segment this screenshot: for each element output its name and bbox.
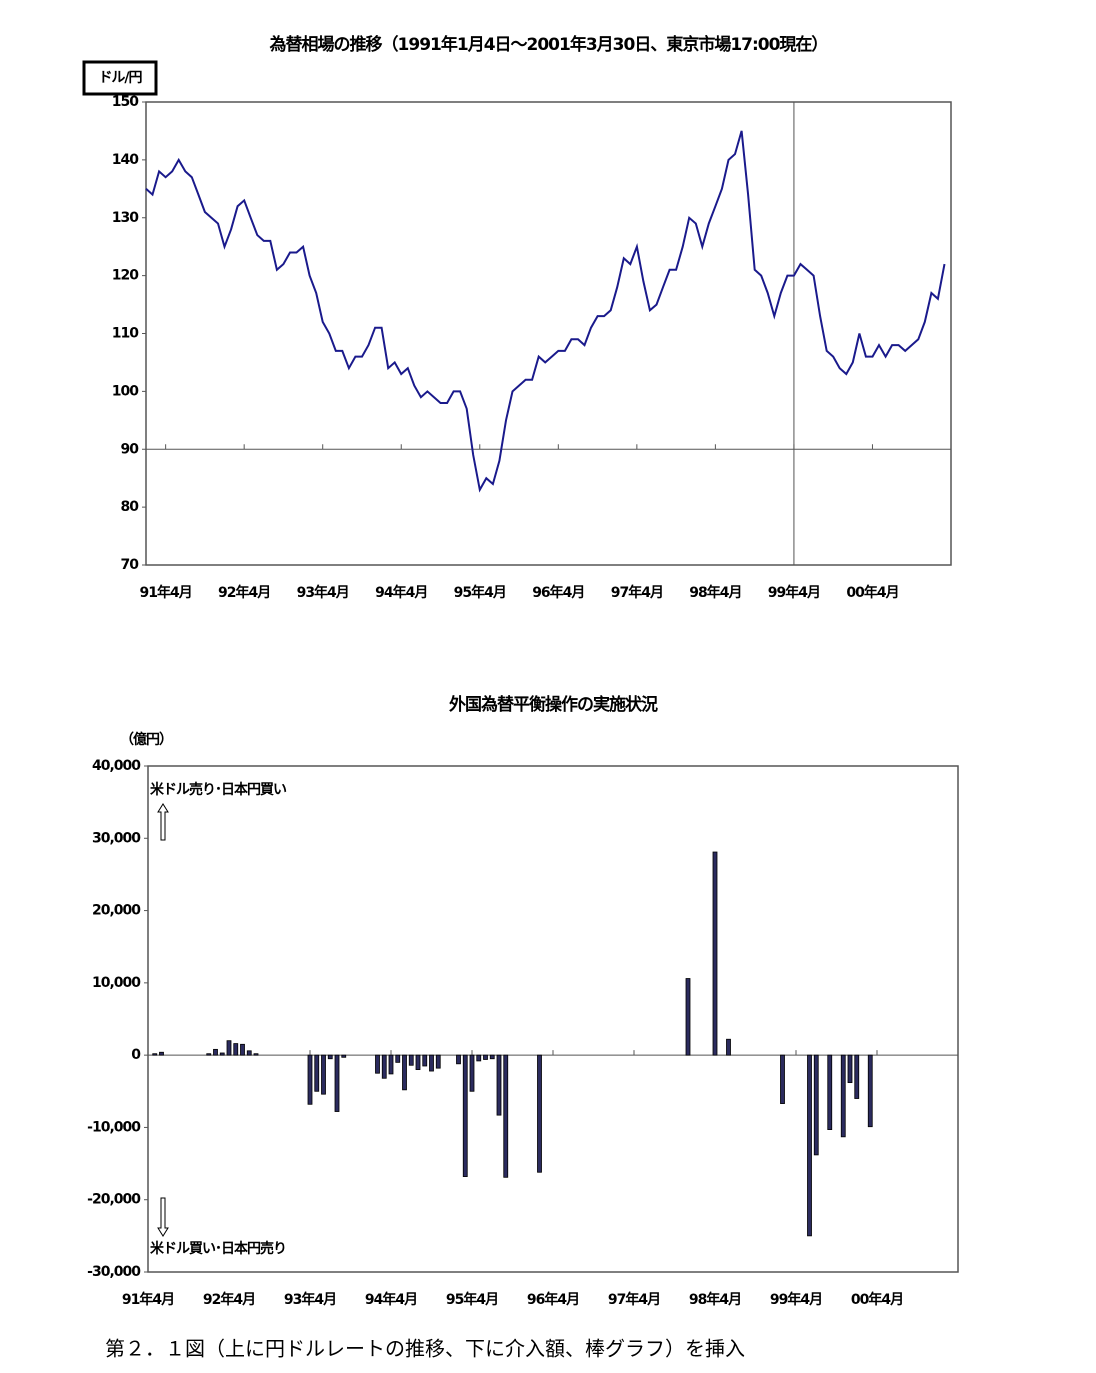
y-tick-label: 120 bbox=[112, 268, 139, 284]
x-tick-label: 98年4月 bbox=[689, 584, 741, 601]
x-tick-label: 94年4月 bbox=[375, 584, 427, 601]
bar bbox=[408, 1054, 414, 1066]
unit-box bbox=[82, 60, 158, 96]
x-tick-label: 95年4月 bbox=[446, 1291, 498, 1308]
y-tick-label: 70 bbox=[121, 557, 140, 573]
bar bbox=[334, 1054, 340, 1112]
bar bbox=[213, 1048, 218, 1056]
annotation: 米ドル売り･日本円買い bbox=[150, 781, 287, 798]
x-tick-label: 92年4月 bbox=[218, 584, 270, 601]
y-tick-label: 100 bbox=[112, 383, 139, 399]
bar bbox=[226, 1040, 232, 1056]
up-arrow bbox=[157, 803, 169, 841]
y-tick-label: 110 bbox=[112, 326, 139, 342]
bar bbox=[381, 1054, 387, 1079]
bar bbox=[537, 1054, 542, 1173]
y-tick-label: -30,000 bbox=[87, 1264, 141, 1280]
x-tick-label: 93年4月 bbox=[284, 1291, 336, 1308]
bar bbox=[415, 1054, 421, 1070]
y-tick-label: 0 bbox=[131, 1047, 141, 1063]
bar bbox=[219, 1052, 225, 1056]
x-tick-label: 97年4月 bbox=[611, 584, 663, 601]
y-tick-label: -10,000 bbox=[87, 1119, 141, 1135]
caption: 第２．１図（上に円ドルレートの推移、下に介入額、棒グラフ）を挿入 bbox=[105, 1337, 745, 1361]
y-tick-label: 10,000 bbox=[92, 975, 141, 991]
bar bbox=[321, 1054, 326, 1095]
plot-area bbox=[147, 765, 959, 1273]
bar bbox=[402, 1054, 407, 1091]
x-tick-label: 91年4月 bbox=[140, 584, 192, 601]
bar bbox=[341, 1054, 347, 1058]
bar bbox=[314, 1054, 320, 1092]
bar bbox=[456, 1054, 461, 1065]
x-tick-label: 97年4月 bbox=[608, 1291, 660, 1308]
x-tick-label: 96年4月 bbox=[532, 584, 584, 601]
bar bbox=[503, 1054, 509, 1178]
line bbox=[145, 130, 946, 493]
x-tick-label: 99年4月 bbox=[770, 1291, 822, 1308]
y-tick-label: 150 bbox=[112, 94, 139, 110]
bar bbox=[854, 1054, 860, 1099]
bar bbox=[469, 1054, 475, 1092]
bar bbox=[462, 1054, 468, 1177]
bar bbox=[375, 1054, 380, 1074]
bar bbox=[422, 1054, 428, 1067]
y-tick-label: -20,000 bbox=[87, 1192, 141, 1208]
bar bbox=[847, 1054, 853, 1084]
bar bbox=[867, 1054, 873, 1128]
y-tick-label: 40,000 bbox=[92, 758, 141, 774]
y-tick-label: 80 bbox=[121, 499, 140, 515]
bar bbox=[240, 1043, 245, 1056]
x-tick-label: 98年4月 bbox=[689, 1291, 741, 1308]
y-tick-label: 140 bbox=[112, 152, 139, 168]
bar bbox=[496, 1054, 502, 1116]
bar bbox=[327, 1054, 333, 1060]
y-tick-label: 90 bbox=[121, 441, 140, 457]
x-tick-label: 95年4月 bbox=[454, 584, 506, 601]
down-arrow bbox=[157, 1197, 169, 1237]
bar bbox=[435, 1054, 441, 1069]
bar bbox=[388, 1054, 394, 1075]
bar bbox=[206, 1053, 212, 1056]
x-tick-label: 99年4月 bbox=[768, 584, 820, 601]
y-tick-label: 30,000 bbox=[92, 830, 141, 846]
x-tick-label: 91年4月 bbox=[122, 1291, 174, 1308]
bar bbox=[159, 1051, 164, 1056]
x-tick-label: 96年4月 bbox=[527, 1291, 579, 1308]
chart-title: 外国為替平衡操作の実施状況 bbox=[449, 694, 658, 715]
y-axis-label: ドル/円 bbox=[98, 70, 142, 86]
bar bbox=[813, 1054, 819, 1156]
annotation: 米ドル買い･日本円売り bbox=[150, 1240, 286, 1257]
bar bbox=[395, 1054, 401, 1063]
bar bbox=[233, 1043, 239, 1056]
y-tick-label: 20,000 bbox=[92, 903, 141, 919]
bar bbox=[246, 1050, 252, 1056]
y-axis-label: （億円） bbox=[120, 731, 172, 748]
bar bbox=[489, 1054, 495, 1060]
bar bbox=[840, 1054, 846, 1138]
x-tick-label: 94年4月 bbox=[365, 1291, 417, 1308]
bar bbox=[253, 1053, 259, 1056]
bar bbox=[685, 978, 691, 1056]
bar bbox=[307, 1054, 313, 1105]
bar bbox=[807, 1054, 812, 1237]
x-tick-label: 00年4月 bbox=[851, 1291, 903, 1308]
x-tick-label: 93年4月 bbox=[297, 584, 349, 601]
plot-area bbox=[145, 101, 952, 566]
bar bbox=[712, 851, 718, 1056]
bar bbox=[780, 1054, 785, 1104]
bar bbox=[476, 1054, 482, 1062]
x-tick-label: 00年4月 bbox=[846, 584, 898, 601]
bar bbox=[827, 1054, 833, 1130]
bar bbox=[483, 1054, 488, 1060]
bar bbox=[152, 1053, 158, 1056]
bar bbox=[726, 1038, 731, 1056]
chart-title: 為替相場の推移（1991年1月4日〜2001年3月30日、東京市場17:00現在… bbox=[270, 34, 828, 55]
bar bbox=[429, 1054, 434, 1072]
y-tick-label: 130 bbox=[112, 210, 139, 226]
x-tick-label: 92年4月 bbox=[203, 1291, 255, 1308]
